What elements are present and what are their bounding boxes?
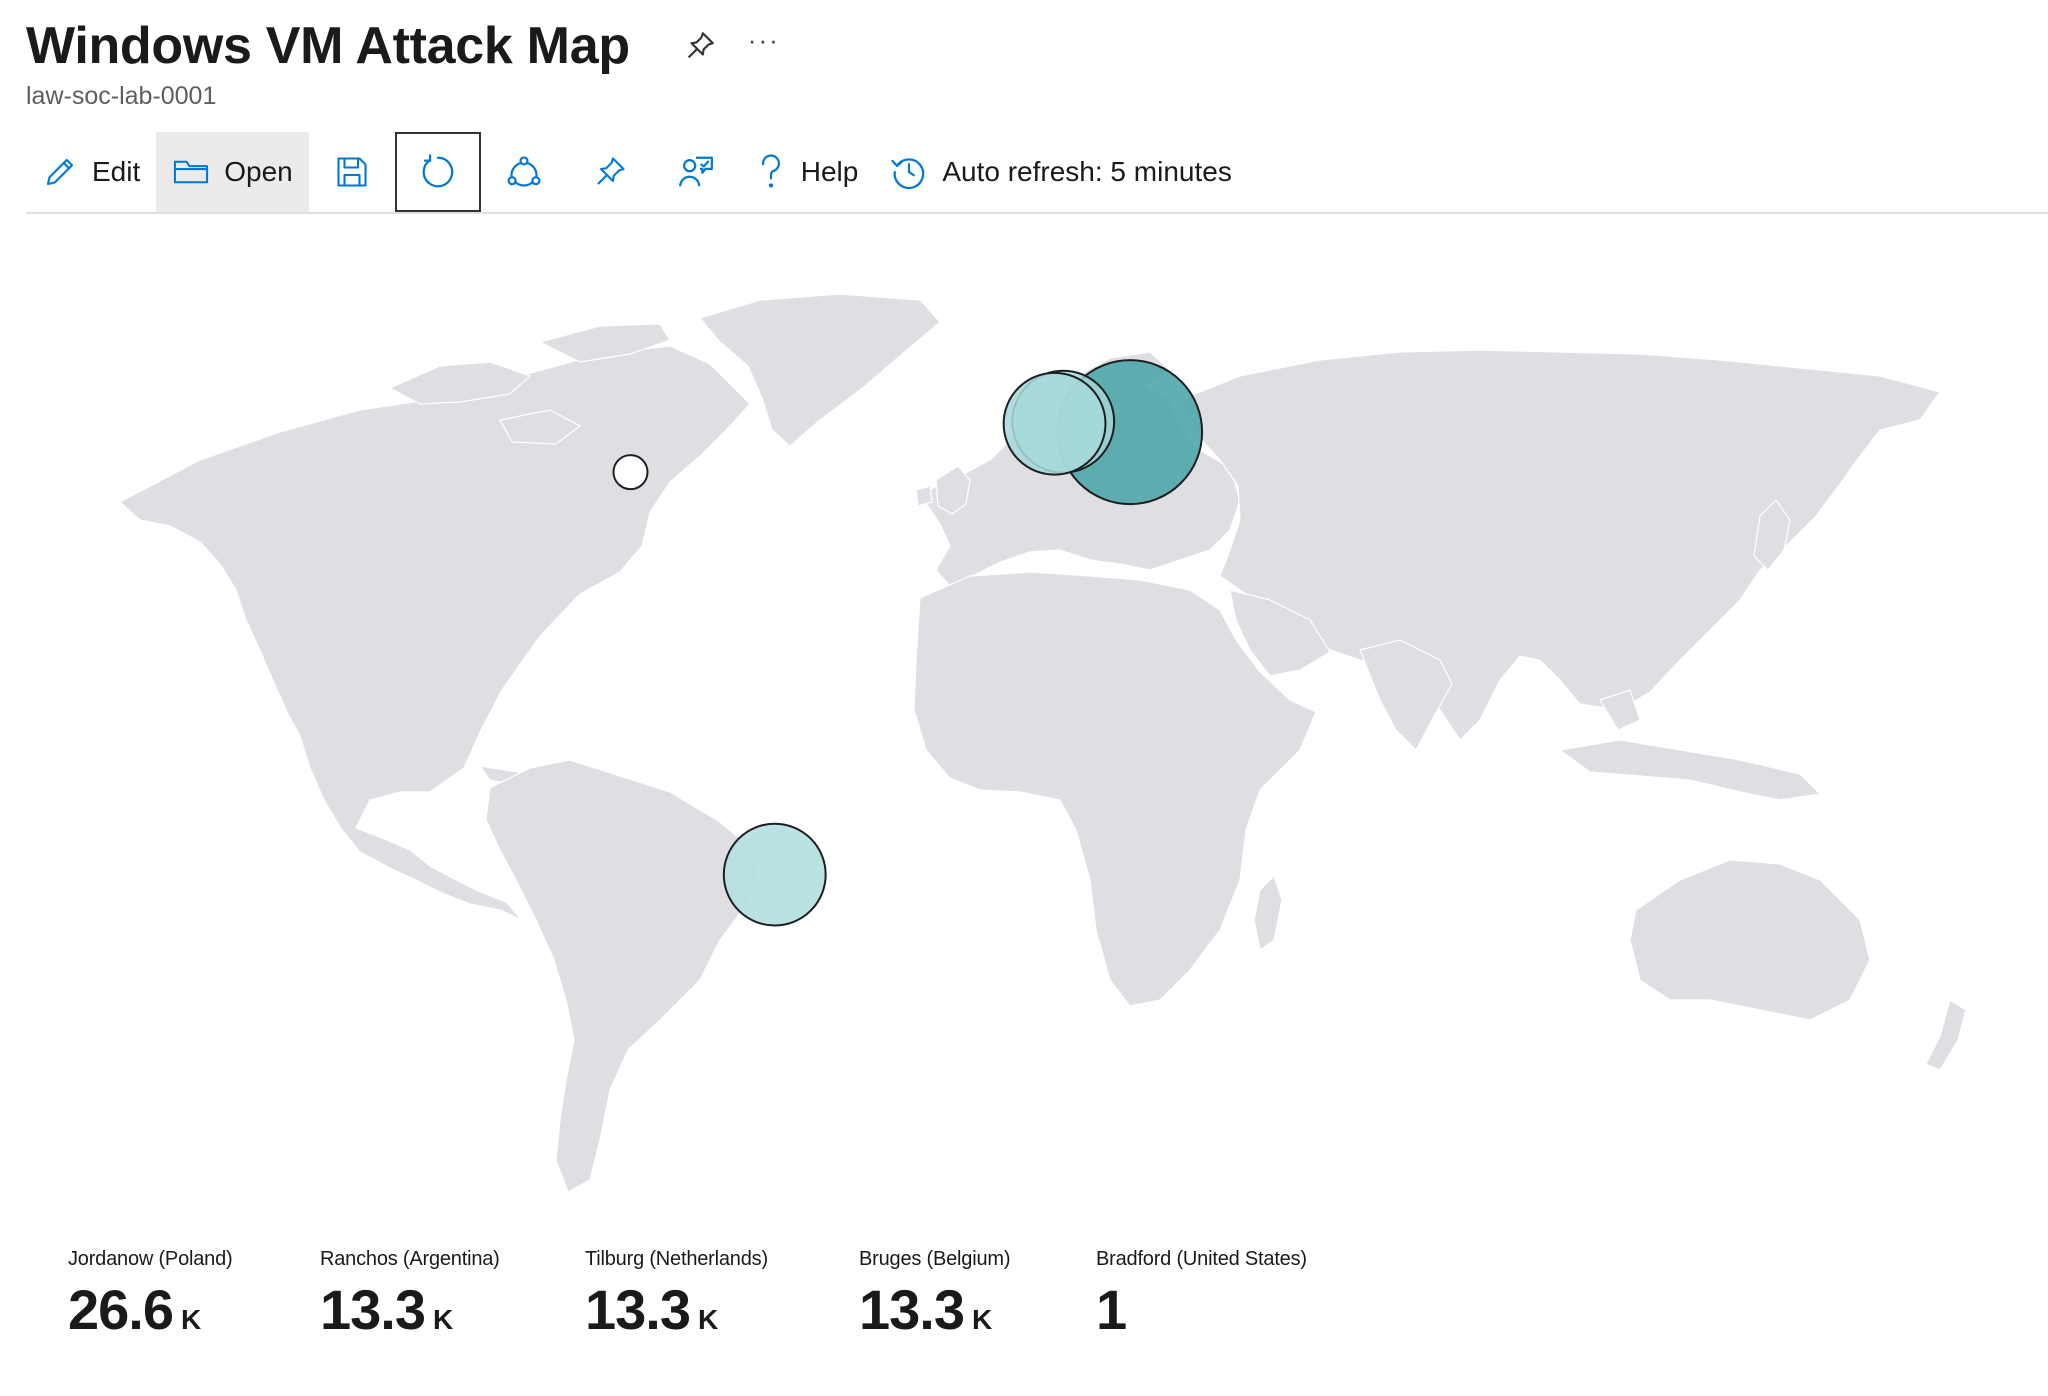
- toolbar: Edit Open: [26, 132, 2048, 214]
- world-map: [118, 293, 1967, 1193]
- stat-unit: K: [181, 1304, 201, 1335]
- refresh-icon: [419, 153, 457, 191]
- edit-label: Edit: [92, 156, 141, 187]
- stat-name: Bradford (United States): [1096, 1248, 1307, 1270]
- madagascar: [1253, 874, 1283, 952]
- page-title: Windows VM Attack Map: [26, 17, 630, 75]
- greenland: [698, 293, 941, 447]
- open-button[interactable]: Open: [156, 132, 309, 212]
- stat-value: 1: [1096, 1278, 1127, 1341]
- stat-value: 13.3: [859, 1278, 965, 1341]
- open-label: Open: [224, 156, 293, 187]
- stat-ranchos[interactable]: Ranchos (Argentina) 13.3 K: [320, 1248, 500, 1342]
- share-button[interactable]: [481, 132, 567, 212]
- stat-name: Bruges (Belgium): [859, 1248, 1011, 1270]
- refresh-button[interactable]: [394, 132, 481, 212]
- help-label: Help: [800, 156, 859, 187]
- australia: [1629, 859, 1871, 1021]
- india: [1359, 639, 1453, 751]
- pencil-icon: [42, 154, 78, 190]
- stat-unit: K: [972, 1304, 992, 1335]
- stat-unit: K: [698, 1304, 718, 1335]
- help-button[interactable]: Help: [739, 132, 875, 212]
- british-isles: [915, 465, 971, 515]
- edit-button[interactable]: Edit: [26, 132, 156, 212]
- stat-bradford[interactable]: Bradford (United States) 1: [1096, 1248, 1307, 1342]
- stat-value: 13.3: [320, 1278, 426, 1341]
- pin-to-dashboard-button[interactable]: [567, 132, 653, 212]
- stat-name: Jordanow (Poland): [68, 1248, 233, 1270]
- stat-value: 13.3: [585, 1278, 691, 1341]
- attack-bubbles[interactable]: [612, 359, 1204, 927]
- feedback-button[interactable]: [653, 132, 739, 212]
- auto-refresh-label: Auto refresh: 5 minutes: [942, 156, 1232, 187]
- save-icon: [334, 154, 370, 190]
- folder-icon: [172, 154, 210, 190]
- new-zealand: [1925, 999, 1967, 1071]
- workspace-name: law-soc-lab-0001: [26, 82, 217, 110]
- arabia: [1229, 589, 1331, 677]
- stat-jordanow[interactable]: Jordanow (Poland) 26.6 K: [68, 1248, 233, 1342]
- auto-refresh-button[interactable]: Auto refresh: 5 minutes: [874, 132, 1247, 212]
- page-header: Windows VM Attack Map ···: [26, 14, 780, 78]
- pin-icon[interactable]: [680, 26, 720, 66]
- attack-map[interactable]: [60, 280, 2020, 1240]
- stat-value: 26.6: [68, 1278, 174, 1341]
- south-america: [485, 759, 761, 1193]
- southeast-asia-islands: [1558, 689, 1822, 801]
- share-icon: [505, 153, 543, 191]
- feedback-icon: [677, 153, 715, 191]
- pin-icon: [592, 154, 628, 190]
- stat-unit: K: [433, 1304, 453, 1335]
- africa: [913, 571, 1317, 1007]
- more-options-button[interactable]: ···: [747, 24, 780, 55]
- attack-bubble-bradford[interactable]: [612, 454, 649, 491]
- attack-bubble-bruges[interactable]: [1002, 371, 1107, 476]
- north-america: [118, 345, 751, 921]
- stat-bruges[interactable]: Bruges (Belgium) 13.3 K: [859, 1248, 1011, 1342]
- stat-tilburg[interactable]: Tilburg (Netherlands) 13.3 K: [585, 1248, 768, 1342]
- help-icon: [755, 153, 787, 191]
- stat-name: Tilburg (Netherlands): [585, 1248, 768, 1270]
- save-button[interactable]: [309, 132, 395, 212]
- attack-bubble-ranchos[interactable]: [722, 822, 827, 927]
- land-masses: [118, 293, 1967, 1193]
- japan: [1753, 499, 1791, 571]
- history-icon: [890, 153, 928, 191]
- arctic-islands: [388, 323, 671, 445]
- stat-name: Ranchos (Argentina): [320, 1248, 500, 1270]
- asia: [1179, 349, 1941, 741]
